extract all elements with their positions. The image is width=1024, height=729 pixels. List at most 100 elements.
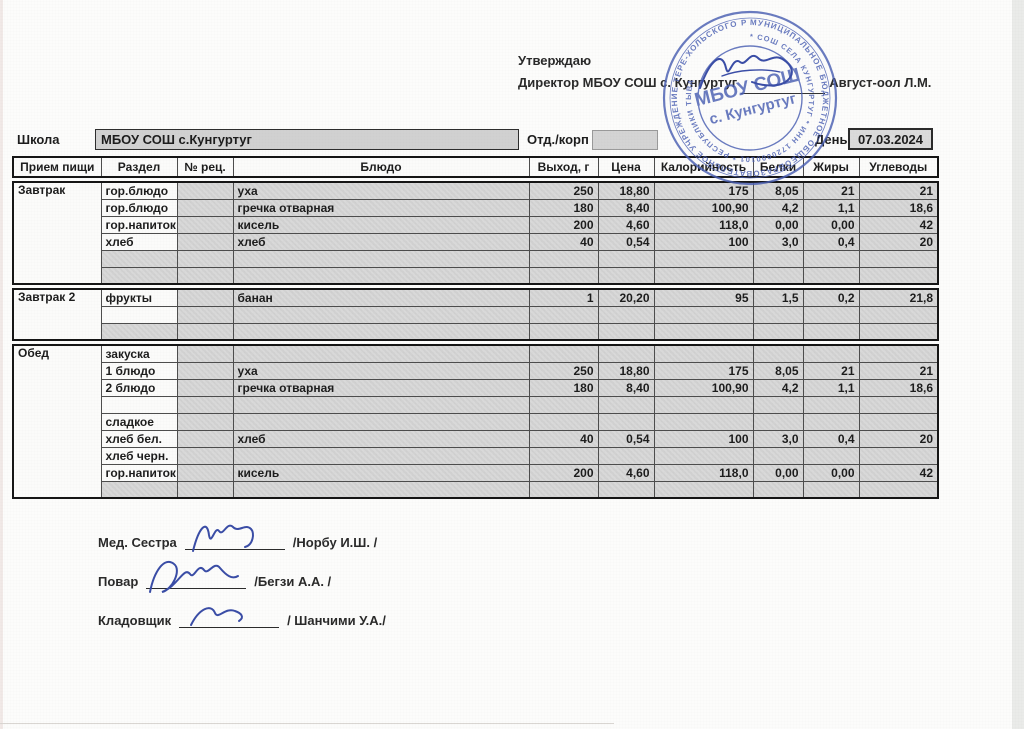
fat-cell	[802, 305, 860, 324]
out-cell: 250	[528, 181, 599, 200]
approval-block: Утверждаю Директор МБОУ СОШ с. Кунгуртуг…	[518, 50, 931, 94]
carb-cell	[858, 344, 939, 363]
table-row: Обед закуска	[12, 344, 939, 499]
razdel-cell	[100, 395, 178, 414]
fat-cell	[802, 446, 860, 465]
dish-cell	[232, 344, 530, 363]
rec-cell	[176, 463, 234, 482]
razdel-cell: гор.блюдо	[100, 198, 178, 217]
razdel-cell: фрукты	[100, 288, 178, 307]
school-field: МБОУ СОШ с.Кунгуртуг	[95, 129, 519, 150]
dish-cell	[232, 266, 530, 285]
rec-cell	[176, 305, 234, 324]
dish-cell: банан	[232, 288, 530, 307]
scan-edge-right	[1012, 0, 1024, 729]
out-cell	[528, 266, 599, 285]
out-cell	[528, 344, 599, 363]
fat-cell	[802, 322, 860, 341]
table-row: гор.блюдо гречка отварная 180 8,40 100,90 4,2…	[13, 198, 939, 217]
rec-cell	[176, 361, 234, 380]
razdel-cell: гор.напиток	[100, 463, 178, 482]
menu-table: Прием пищи Раздел № рец. Блюдо Выход, г Цена К…	[12, 156, 939, 502]
out-cell	[528, 249, 599, 268]
razdel-cell	[100, 480, 178, 499]
cal-cell	[653, 305, 754, 324]
dish-cell: хлеб	[232, 429, 530, 448]
carb-cell	[858, 322, 939, 341]
fat-cell	[802, 344, 860, 363]
signature-name: /Норбу И.Ш. /	[292, 535, 378, 550]
rec-cell	[176, 446, 234, 465]
prot-cell	[752, 322, 804, 341]
school-stamp: МУНИЦИПАЛЬНОЕ БЮДЖЕТНОЕ ОБЩЕОБРАЗОВАТЕЛЬ…	[660, 8, 838, 186]
dept-label: Отд./корп	[527, 132, 589, 147]
carb-cell: 20	[858, 232, 939, 251]
razdel-cell: 1 блюдо	[100, 361, 178, 380]
price-cell	[597, 412, 655, 431]
price-cell: 18,80	[597, 181, 655, 200]
out-cell: 180	[528, 378, 599, 397]
table-row	[13, 249, 939, 268]
column-header: Жиры	[802, 156, 860, 178]
table-row	[13, 305, 939, 324]
rec-cell	[176, 198, 234, 217]
date-field: 07.03.2024	[848, 128, 933, 150]
column-header: Белки	[752, 156, 804, 178]
rec-cell	[176, 344, 234, 363]
table-row: гор.напиток кисель 200 4,60 118,0 0,00 0,00 42	[13, 463, 939, 482]
director-signature-scribble	[699, 54, 793, 89]
carb-cell	[858, 305, 939, 324]
dish-cell	[232, 305, 530, 324]
scan-edge-bottom	[0, 723, 615, 724]
prot-cell: 4,2	[752, 378, 804, 397]
column-header: Цена	[597, 156, 655, 178]
fat-cell	[802, 249, 860, 268]
table-row	[13, 266, 939, 285]
signature-row: Повар/Бегзи А.А. /	[98, 561, 386, 593]
table-row: сладкое	[13, 412, 939, 431]
signature-role: Повар	[98, 574, 139, 589]
cal-cell: 100	[653, 232, 754, 251]
meal-cell: Завтрак	[12, 181, 102, 285]
price-cell: 4,60	[597, 463, 655, 482]
table-row: хлеб бел. хлеб 40 0,54 100 3,0 0,4 20	[13, 429, 939, 448]
signatures-block: Мед. Сестра/Норбу И.Ш. / Повар/Бегзи А.А.…	[98, 524, 386, 641]
carb-cell: 42	[858, 463, 939, 482]
out-cell	[528, 412, 599, 431]
dish-cell	[232, 480, 530, 499]
razdel-cell	[100, 249, 178, 268]
rec-cell	[176, 378, 234, 397]
form-header-row: Школа МБОУ СОШ с.Кунгуртуг Отд./корп Ден…	[0, 128, 1024, 152]
prot-cell: 4,2	[752, 198, 804, 217]
prot-cell: 8,05	[752, 181, 804, 200]
dish-cell: кисель	[232, 463, 530, 482]
prot-cell: 8,05	[752, 361, 804, 380]
out-cell: 180	[528, 198, 599, 217]
razdel-cell: хлеб черн.	[100, 446, 178, 465]
carb-cell: 21	[858, 181, 939, 200]
price-cell: 20,20	[597, 288, 655, 307]
out-cell: 200	[528, 215, 599, 234]
table-row	[13, 395, 939, 414]
signature-line	[146, 561, 247, 593]
prot-cell: 3,0	[752, 429, 804, 448]
rec-cell	[176, 266, 234, 285]
cal-cell: 175	[653, 361, 754, 380]
table-row: Завтрак гор.блюдо уха 250 18,80 175 8,05 21 21	[12, 181, 939, 285]
signature-line	[184, 524, 285, 552]
cal-cell: 118,0	[653, 463, 754, 482]
school-label: Школа	[17, 132, 60, 147]
rec-cell	[176, 181, 234, 200]
price-cell	[597, 395, 655, 414]
dish-cell	[232, 412, 530, 431]
fat-cell: 0,4	[802, 429, 860, 448]
out-cell: 200	[528, 463, 599, 482]
cal-cell	[653, 395, 754, 414]
price-cell	[597, 344, 655, 363]
prot-cell: 3,0	[752, 232, 804, 251]
price-cell	[597, 249, 655, 268]
dish-cell: уха	[232, 361, 530, 380]
cal-cell	[653, 249, 754, 268]
carb-cell: 20	[858, 429, 939, 448]
price-cell	[597, 480, 655, 499]
